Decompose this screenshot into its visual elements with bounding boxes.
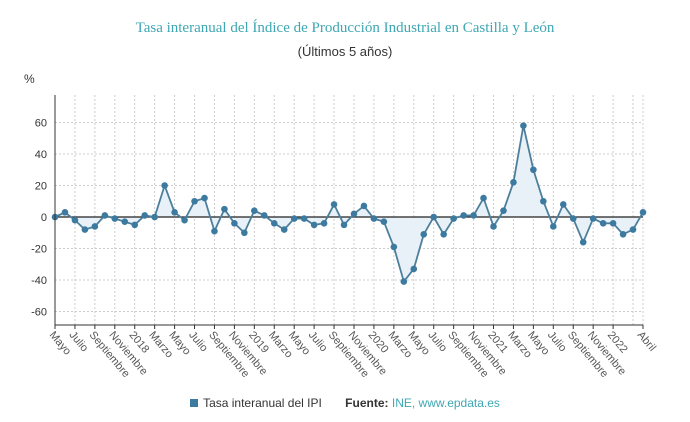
y-tick-label: -20	[31, 244, 47, 256]
data-point	[320, 220, 328, 227]
data-point	[201, 194, 208, 202]
data-point	[101, 212, 109, 219]
data-point	[460, 212, 467, 219]
data-point	[500, 207, 507, 214]
data-point	[520, 122, 527, 129]
data-point	[81, 226, 89, 233]
data-point	[550, 223, 557, 230]
data-point	[370, 215, 378, 222]
series-line	[54, 125, 644, 284]
data-point	[599, 220, 607, 227]
data-point	[490, 223, 497, 230]
data-point	[241, 229, 248, 237]
legend: Tasa interanual del IPI Fuente: INE, www…	[0, 396, 690, 410]
data-point	[619, 231, 627, 238]
y-tick-label: 20	[35, 181, 47, 193]
y-axis-unit: %	[24, 72, 35, 86]
data-point	[300, 215, 308, 222]
data-point	[380, 218, 388, 226]
data-point	[71, 216, 79, 224]
chart-title: Tasa interanual del Índice de Producción…	[135, 20, 555, 36]
legend-swatch	[190, 399, 199, 407]
data-point	[639, 208, 647, 216]
data-point	[340, 221, 348, 229]
data-point	[400, 278, 408, 285]
data-point	[410, 265, 418, 273]
data-point	[280, 226, 288, 233]
data-point	[569, 215, 577, 222]
y-tick-label: 0	[41, 212, 47, 224]
data-point	[430, 213, 438, 221]
data-point	[360, 202, 368, 210]
data-point	[181, 216, 188, 224]
source-label: Fuente:	[345, 396, 389, 410]
data-point	[270, 220, 278, 227]
data-point	[609, 220, 617, 227]
data-point	[390, 243, 398, 251]
data-point	[530, 166, 537, 174]
data-point	[310, 221, 318, 229]
y-tick-label: -60	[31, 307, 47, 319]
data-point	[629, 226, 637, 233]
data-point	[141, 212, 148, 219]
data-point	[470, 212, 477, 219]
data-point	[251, 207, 258, 214]
data-point	[221, 205, 228, 213]
data-point	[91, 223, 99, 230]
data-point	[440, 231, 447, 238]
data-point	[161, 182, 168, 189]
data-point	[540, 197, 547, 205]
series-area	[55, 125, 643, 282]
data-point	[171, 208, 178, 216]
y-tick-label: -40	[31, 275, 47, 287]
data-point	[510, 179, 517, 186]
y-tick-label: 60	[35, 118, 47, 130]
data-point	[151, 213, 158, 221]
data-point	[330, 201, 338, 208]
data-point	[450, 215, 457, 222]
source-text[interactable]: INE, www.epdata.es	[391, 396, 500, 410]
data-point	[589, 215, 597, 222]
data-point	[111, 215, 119, 222]
data-point	[559, 201, 567, 208]
data-point	[260, 212, 268, 219]
data-point	[61, 208, 69, 216]
data-point	[290, 215, 298, 222]
x-tick-label: Abril	[635, 329, 658, 354]
data-point	[231, 220, 238, 227]
data-point	[480, 194, 487, 202]
data-point	[211, 227, 218, 235]
data-point	[350, 210, 358, 218]
data-point	[131, 221, 139, 229]
data-point	[420, 231, 428, 238]
data-point	[579, 238, 587, 246]
y-tick-label: 40	[35, 149, 47, 161]
chart-subtitle: (Últimos 5 años)	[297, 44, 393, 59]
data-point	[191, 197, 198, 205]
legend-series-label[interactable]: Tasa interanual del IPI	[203, 396, 322, 410]
data-point	[121, 218, 129, 226]
